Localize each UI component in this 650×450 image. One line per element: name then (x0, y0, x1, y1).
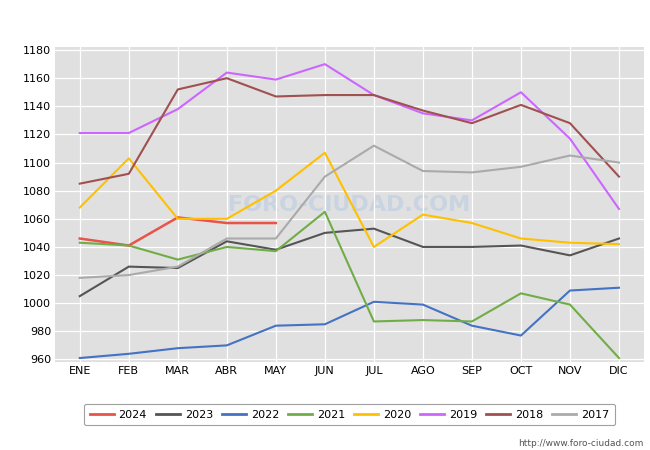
Text: http://www.foro-ciudad.com: http://www.foro-ciudad.com (518, 439, 644, 448)
Text: FORO-CIUDAD.COM: FORO-CIUDAD.COM (228, 195, 471, 215)
Text: Afiliados en Alfajarín a 31/5/2024: Afiliados en Alfajarín a 31/5/2024 (198, 13, 452, 29)
Legend: 2024, 2023, 2022, 2021, 2020, 2019, 2018, 2017: 2024, 2023, 2022, 2021, 2020, 2019, 2018… (84, 404, 615, 425)
